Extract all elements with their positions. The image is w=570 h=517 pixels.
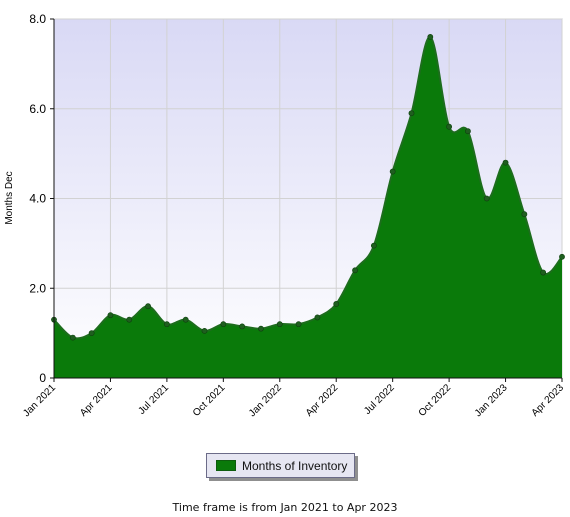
y-axis-tick-label: 4.0: [29, 192, 46, 206]
data-point-3: [88, 330, 95, 337]
x-axis-tick-label: Jul 2022: [362, 382, 397, 417]
data-point-26: [521, 211, 528, 218]
data-point-20: [408, 110, 415, 117]
data-point-4: [107, 312, 114, 319]
data-point-2: [69, 334, 76, 341]
y-axis-tick-label: 0: [39, 371, 46, 385]
x-axis-tick-label: Apr 2023: [530, 382, 567, 419]
x-axis-tick-label: Jul 2021: [136, 382, 171, 417]
data-point-25: [502, 159, 509, 166]
series-area-months-of-inventory: [54, 36, 562, 379]
x-axis-tick-label: Apr 2022: [304, 382, 341, 419]
data-point-8: [182, 316, 189, 323]
data-point-13: [276, 321, 283, 328]
data-point-6: [145, 303, 151, 310]
data-point-27: [540, 269, 547, 276]
y-axis-tick-label: 2.0: [29, 281, 46, 295]
data-point-18: [370, 242, 377, 249]
x-axis-tick-label: Apr 2021: [78, 382, 115, 419]
y-axis-label: Months Dec: [4, 171, 15, 224]
data-point-22: [446, 123, 453, 130]
data-point-21: [427, 34, 434, 40]
data-point-15: [314, 314, 321, 321]
y-axis-tick-label: 8.0: [29, 12, 46, 26]
data-point-16: [333, 301, 340, 307]
data-point-14: [295, 321, 302, 328]
data-point-11: [239, 323, 246, 330]
time-frame-text: Time frame is from Jan 2021 to Apr 2023: [172, 501, 398, 514]
data-point-23: [465, 128, 471, 135]
data-point-10: [220, 321, 227, 328]
data-point-7: [163, 321, 170, 328]
legend-label: Months of Inventory: [242, 458, 348, 473]
data-point-12: [258, 325, 264, 332]
x-axis-tick-label: Oct 2021: [191, 382, 228, 419]
data-point-5: [126, 316, 133, 323]
data-point-9: [201, 327, 208, 334]
x-axis-tick-label: Jan 2023: [473, 382, 510, 419]
data-point-24: [483, 195, 490, 202]
x-axis-tick-label: Jan 2021: [21, 382, 58, 419]
legend: Months of Inventory: [206, 453, 355, 478]
data-point-17: [352, 267, 358, 274]
data-point-28: [559, 253, 565, 260]
x-axis-tick-label: Oct 2022: [417, 382, 454, 419]
data-point-19: [389, 168, 396, 175]
legend-swatch: [216, 460, 236, 471]
y-axis-tick-label: 6.0: [29, 102, 46, 116]
x-axis-tick-label: Jan 2022: [247, 382, 284, 419]
